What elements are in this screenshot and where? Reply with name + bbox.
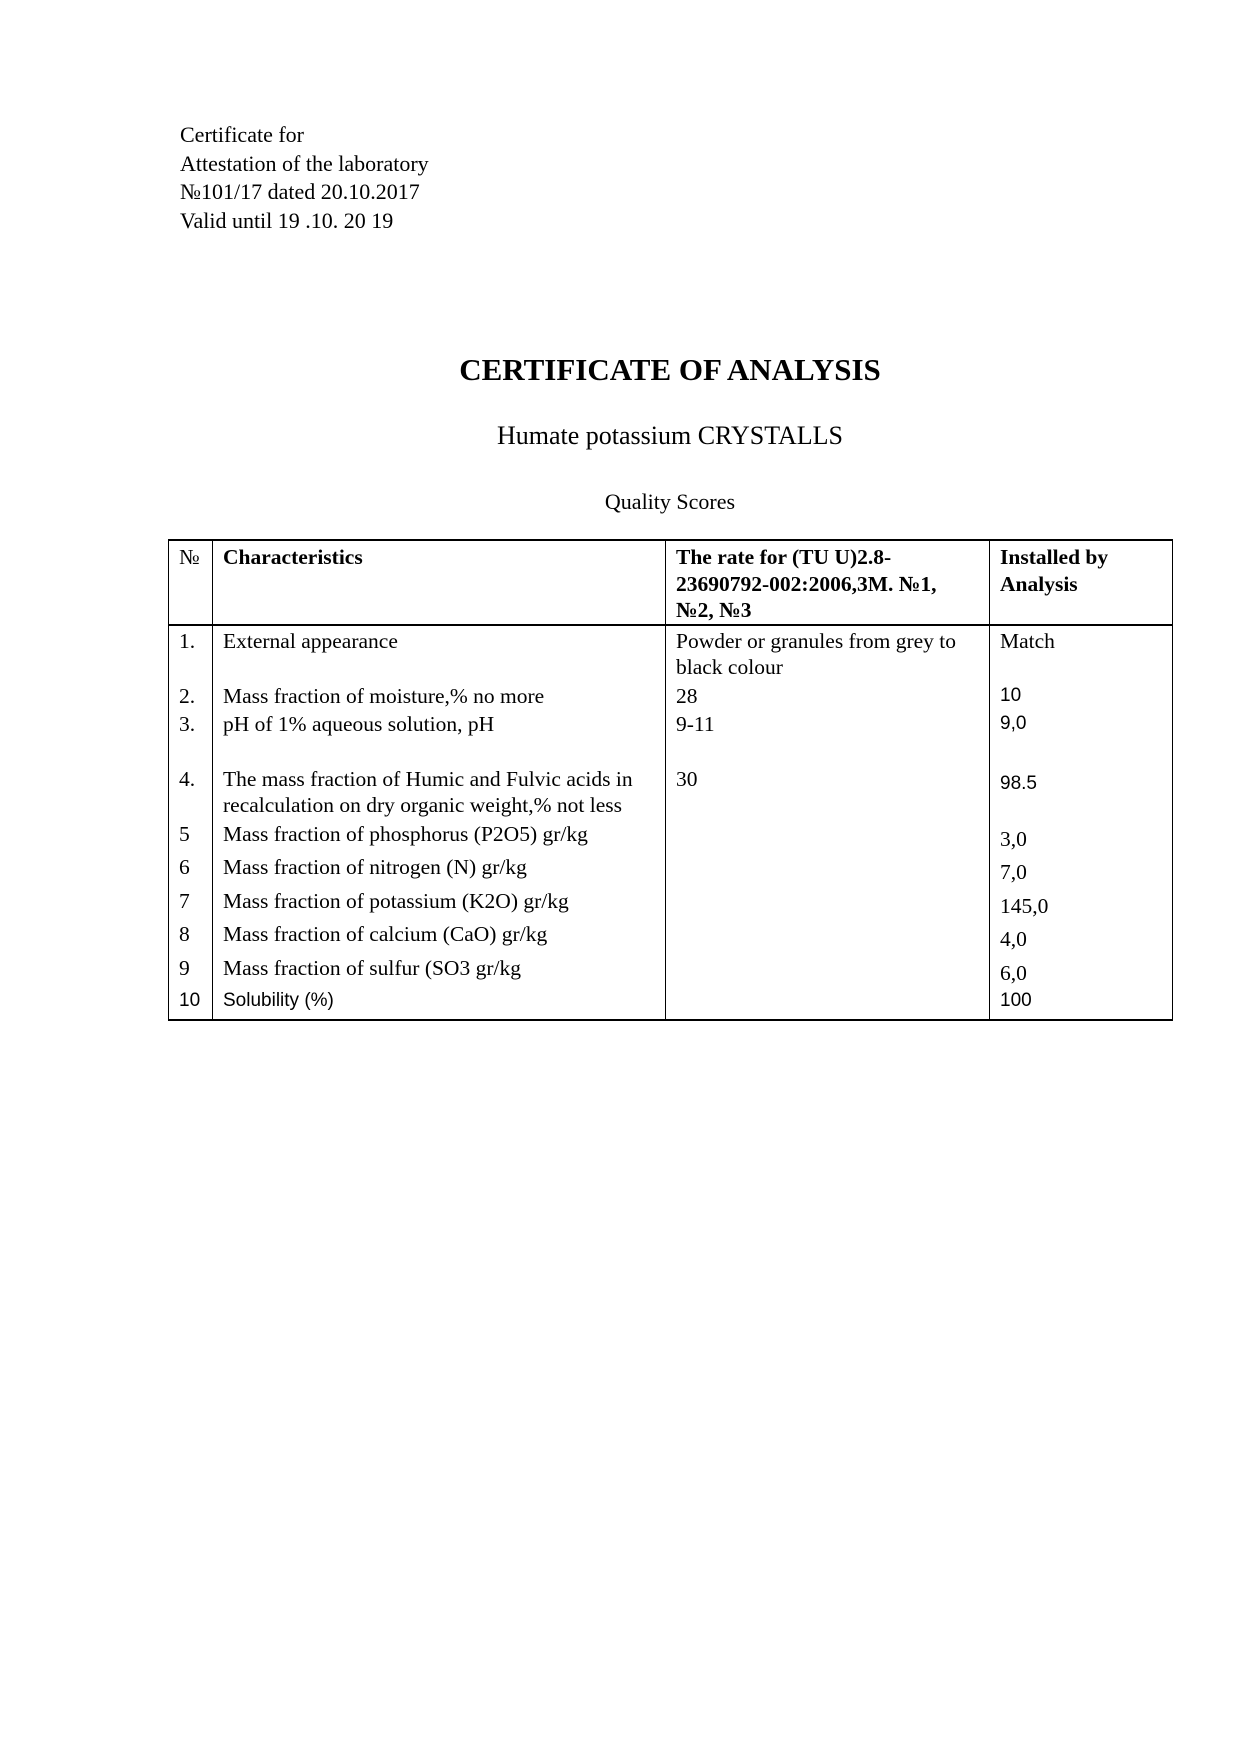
row-result: 4,0 [989,919,1173,953]
row-rate: 28 [665,680,990,709]
header-number: № [168,539,213,626]
row-number: 9 [168,952,213,986]
row-result: 3,0 [989,818,1173,852]
row-characteristic: pH of 1% aqueous solution, pH [212,709,666,764]
table-row: 9 Mass fraction of sulfur (SO3 gr/kg 6,0 [168,952,1173,986]
row-result: 10 [989,680,1173,709]
header-characteristics: Characteristics [212,539,666,626]
row-number: 4. [168,763,213,819]
row-result: 145,0 [989,885,1173,919]
row-characteristic: Mass fraction of nitrogen (N) gr/kg [212,852,666,886]
table-row: 3. pH of 1% aqueous solution, pH 9-11 9,0 [168,709,1173,764]
row-number: 5 [168,818,213,852]
row-number: 1. [168,624,213,681]
row-rate: 30 [665,763,990,819]
row-rate [665,952,990,986]
row-result: 7,0 [989,852,1173,886]
table-row: 10 Solubility (%) 100 [168,986,1173,1021]
row-number: 8 [168,919,213,953]
row-number: 10 [168,986,213,1021]
header-line: Valid until 19 .10. 20 19 [180,207,394,233]
table-row: 2. Mass fraction of moisture,% no more 28 1… [168,680,1173,709]
table-row: 7 Mass fraction of potassium (K2O) gr/kg 1… [168,885,1173,919]
header-result: Installed by Analysis [989,539,1173,626]
table-caption: Quality Scores [604,489,736,514]
document-title: CERTIFICATE OF ANALYSIS [459,352,881,387]
row-result: 9,0 [989,709,1173,764]
header-line: Attestation of the laboratory [180,150,429,176]
row-characteristic: Mass fraction of potassium (K2O) gr/kg [212,885,666,919]
analysis-table: № Characteristics The rate for (TU U)2.8… [168,539,1173,1021]
row-rate: 9-11 [665,709,990,764]
row-rate [665,818,990,852]
table-header-row: № Characteristics The rate for (TU U)2.8… [168,539,1173,626]
row-number: 7 [168,885,213,919]
row-characteristic: External appearance [212,624,666,681]
row-rate: Powder or granules from grey to black co… [665,624,990,681]
table-row: 8 Mass fraction of calcium (CaO) gr/kg 4,0 [168,919,1173,953]
header-line: №101/17 dated 20.10.2017 [180,179,420,204]
row-result: Match [989,624,1173,681]
row-characteristic: Mass fraction of sulfur (SO3 gr/kg [212,952,666,986]
header-rate: The rate for (TU U)2.8-23690792-002:2006… [665,539,990,626]
row-result: 98.5 [989,763,1173,819]
row-characteristic: Solubility (%) [212,986,666,1021]
row-rate [665,919,990,953]
row-result: 6,0 [989,952,1173,986]
row-characteristic: Mass fraction of moisture,% no more [212,680,666,709]
row-result: 100 [989,986,1173,1021]
certificate-header: Certificate for Attestation of the labor… [180,121,429,235]
row-characteristic: The mass fraction of Humic and Fulvic ac… [212,763,666,819]
row-rate [665,986,990,1021]
table-row: 6 Mass fraction of nitrogen (N) gr/kg 7,0 [168,852,1173,886]
row-characteristic: Mass fraction of calcium (CaO) gr/kg [212,919,666,953]
product-name: Humate potassium CRYSTALLS [496,421,844,450]
row-characteristic: Mass fraction of phosphorus (P2O5) gr/kg [212,818,666,852]
row-number: 3. [168,709,213,764]
row-number: 6 [168,852,213,886]
table-row: 5 Mass fraction of phosphorus (P2O5) gr/k… [168,818,1173,852]
table-row: 4. The mass fraction of Humic and Fulvic … [168,763,1173,819]
row-number: 2. [168,680,213,709]
row-rate [665,852,990,886]
header-line: Certificate for [180,122,304,147]
table-row: 1. External appearance Powder or granules … [168,624,1173,681]
row-rate [665,885,990,919]
